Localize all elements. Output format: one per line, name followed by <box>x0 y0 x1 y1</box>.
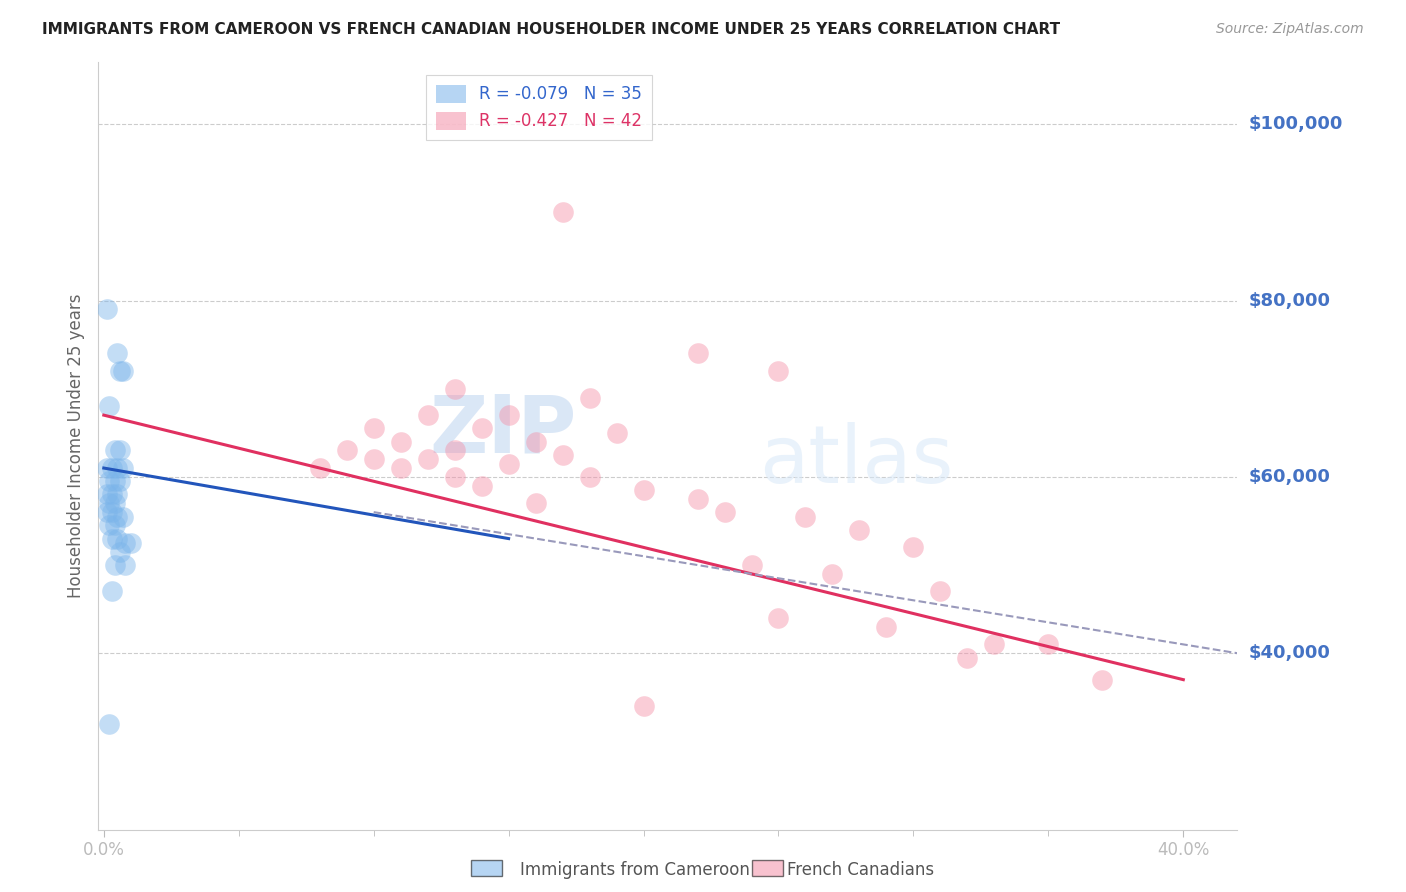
Point <box>105 346 128 360</box>
Point <box>101 505 124 519</box>
Point <box>471 421 494 435</box>
Point <box>794 509 817 524</box>
Point <box>821 566 844 581</box>
Point <box>443 382 465 396</box>
Text: $100,000: $100,000 <box>1249 115 1343 133</box>
Point <box>111 509 134 524</box>
Text: Immigrants from Cameroon: Immigrants from Cameroon <box>520 861 749 879</box>
Point <box>101 461 124 475</box>
Point <box>768 611 790 625</box>
Point <box>96 487 118 501</box>
Point <box>741 558 763 572</box>
Point <box>308 461 330 475</box>
Point <box>416 408 439 422</box>
Point <box>104 443 127 458</box>
Point <box>578 391 600 405</box>
Text: $60,000: $60,000 <box>1249 468 1330 486</box>
Point <box>686 346 709 360</box>
Point <box>929 584 952 599</box>
Point <box>363 421 385 435</box>
Point <box>111 364 134 378</box>
Point <box>96 461 118 475</box>
Point <box>101 487 124 501</box>
Point <box>111 461 134 475</box>
Point <box>551 448 574 462</box>
Point <box>875 620 897 634</box>
Point <box>498 408 520 422</box>
Point <box>768 364 790 378</box>
Point <box>713 505 735 519</box>
Point <box>105 509 128 524</box>
Point <box>956 650 979 665</box>
Point <box>443 470 465 484</box>
Point <box>104 558 127 572</box>
Text: $40,000: $40,000 <box>1249 644 1330 662</box>
Point <box>120 536 142 550</box>
Point <box>1038 637 1060 651</box>
Point <box>336 443 359 458</box>
Point <box>471 478 494 492</box>
Point <box>114 558 136 572</box>
Point <box>98 716 121 731</box>
Point <box>524 434 547 449</box>
Point <box>686 491 709 506</box>
Point <box>104 475 127 489</box>
Point <box>98 518 121 533</box>
Point <box>848 523 870 537</box>
Point <box>101 584 124 599</box>
Text: Source: ZipAtlas.com: Source: ZipAtlas.com <box>1216 22 1364 37</box>
Point <box>114 536 136 550</box>
Point <box>498 457 520 471</box>
Text: IMMIGRANTS FROM CAMEROON VS FRENCH CANADIAN HOUSEHOLDER INCOME UNDER 25 YEARS CO: IMMIGRANTS FROM CAMEROON VS FRENCH CANAD… <box>42 22 1060 37</box>
Text: French Canadians: French Canadians <box>787 861 935 879</box>
Point <box>108 545 131 559</box>
Legend: R = -0.079   N = 35, R = -0.427   N = 42: R = -0.079 N = 35, R = -0.427 N = 42 <box>426 75 652 140</box>
Point <box>903 541 925 555</box>
Point <box>363 452 385 467</box>
Point <box>389 461 412 475</box>
Point <box>105 532 128 546</box>
Point <box>983 637 1005 651</box>
Point <box>104 518 127 533</box>
Point <box>96 505 118 519</box>
Point <box>524 496 547 510</box>
Point <box>96 302 118 317</box>
Point <box>98 400 121 414</box>
Point <box>108 443 131 458</box>
Point <box>105 487 128 501</box>
Point <box>108 475 131 489</box>
Point <box>104 496 127 510</box>
Y-axis label: Householder Income Under 25 years: Householder Income Under 25 years <box>66 293 84 599</box>
Point <box>633 483 655 497</box>
Point <box>416 452 439 467</box>
Point <box>389 434 412 449</box>
Point <box>108 364 131 378</box>
Point <box>633 699 655 714</box>
Point <box>101 532 124 546</box>
Text: ZIP: ZIP <box>429 392 576 470</box>
Point <box>443 443 465 458</box>
Point <box>105 461 128 475</box>
Point <box>606 425 628 440</box>
Point <box>98 496 121 510</box>
Point <box>578 470 600 484</box>
Point <box>1091 673 1114 687</box>
Point <box>98 475 121 489</box>
Text: atlas: atlas <box>759 422 953 500</box>
Text: $80,000: $80,000 <box>1249 292 1330 310</box>
Point <box>551 205 574 219</box>
